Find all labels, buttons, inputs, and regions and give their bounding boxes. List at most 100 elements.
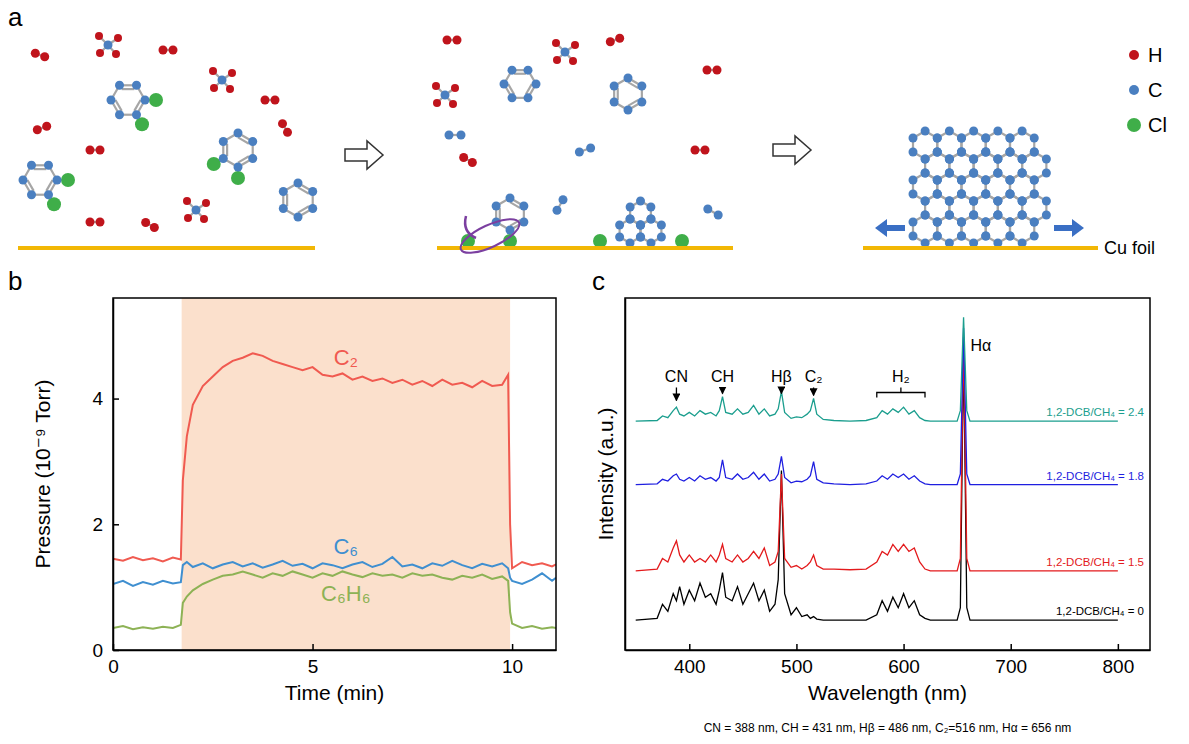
y-tick: 0 [92, 640, 119, 661]
annotation-arrow [781, 387, 782, 393]
step-arrow [773, 136, 811, 164]
atom [981, 176, 990, 185]
x-tick: 5 [308, 644, 319, 677]
atom [1005, 190, 1014, 199]
atom [981, 176, 990, 185]
atom [202, 199, 210, 207]
cu-foil [437, 246, 733, 250]
atom [1018, 197, 1027, 206]
atom [279, 204, 288, 213]
bond [510, 202, 520, 208]
atom [969, 169, 978, 178]
atom [933, 148, 942, 157]
atom [553, 56, 561, 64]
atom [657, 233, 666, 242]
x-tick-label: 700 [995, 656, 1027, 677]
panel-letter: a [8, 2, 23, 32]
atom [636, 197, 645, 206]
x-tick: 600 [888, 644, 920, 677]
atom [1030, 232, 1039, 241]
atom [957, 232, 966, 241]
atom [969, 155, 978, 164]
atom [957, 134, 966, 143]
atom [468, 158, 477, 167]
atom [675, 234, 689, 248]
annotation-label: CH [711, 368, 734, 385]
atom [921, 211, 930, 220]
atom [1018, 211, 1027, 220]
atom [207, 157, 221, 171]
reaction-highlight [456, 213, 523, 260]
atom [283, 128, 292, 137]
bond [628, 82, 638, 88]
atom [1018, 127, 1027, 136]
atom [714, 211, 723, 220]
atom [1042, 211, 1051, 220]
atom [308, 187, 317, 196]
atom [993, 211, 1002, 220]
atom [524, 66, 533, 75]
atom [945, 155, 954, 164]
atom [637, 82, 646, 91]
atom [610, 82, 619, 91]
bond [122, 88, 135, 90]
cu-foil [863, 246, 1098, 250]
atom [1005, 232, 1014, 241]
step-arrow [345, 141, 383, 169]
atom [957, 148, 966, 157]
atom [96, 146, 105, 155]
atom [261, 96, 270, 105]
atom [615, 221, 624, 230]
y-tick-label: 4 [92, 388, 103, 409]
plot-frame [113, 298, 556, 650]
atom [933, 218, 942, 227]
atom [234, 129, 243, 138]
atom [981, 148, 990, 157]
series-label: C₆ [333, 534, 358, 559]
atom [1005, 176, 1014, 185]
atom [593, 234, 607, 248]
growth-arrow-head [1072, 219, 1084, 237]
atom [159, 46, 168, 55]
atom [957, 176, 966, 185]
y-axis-title: Intensity (a.u.) [594, 407, 617, 540]
atom [210, 84, 218, 92]
atom [945, 211, 954, 220]
atom [957, 134, 966, 143]
bond [298, 187, 309, 193]
atom [933, 134, 942, 143]
atom [433, 99, 441, 107]
spectrum-line [636, 337, 1118, 571]
bond [134, 100, 140, 111]
atom [993, 127, 1002, 136]
annotation-arrow [813, 387, 814, 395]
series-label: C₆H₆ [321, 581, 371, 606]
atom [1030, 176, 1039, 185]
atom [519, 202, 528, 211]
atom [183, 197, 191, 205]
atom [1018, 197, 1027, 206]
atom [921, 197, 930, 206]
series-line [113, 353, 556, 568]
atom [933, 218, 942, 227]
atom [933, 232, 942, 241]
atom [1005, 190, 1014, 199]
panel-b: 0510024Time (min)Pressure (10⁻⁹ Torr)bC₂… [8, 266, 557, 704]
atom [132, 110, 141, 119]
atom [981, 190, 990, 199]
atom [218, 76, 227, 85]
y-axis: 024 [92, 299, 119, 661]
atom [96, 49, 104, 57]
atom [200, 215, 208, 223]
y-tick-mark [113, 650, 119, 652]
atom [636, 233, 645, 242]
atom [519, 218, 528, 227]
atom [981, 176, 990, 185]
atom [957, 148, 966, 157]
reaction-curve [465, 216, 476, 238]
atom [114, 34, 122, 42]
atom [1030, 134, 1039, 143]
atom [969, 127, 978, 136]
cu-foil [18, 246, 315, 250]
x-tick-mark [312, 644, 314, 650]
